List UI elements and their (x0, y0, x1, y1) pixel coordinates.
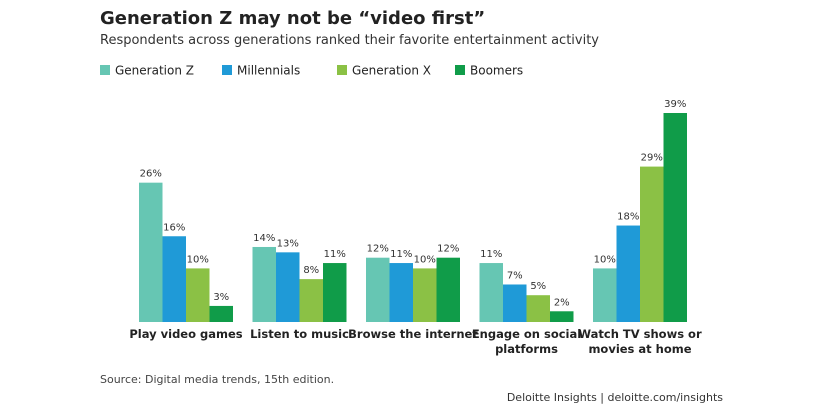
value-label: 8% (303, 265, 319, 276)
legend-swatch (337, 65, 347, 75)
x-tick-label: Play video games (129, 327, 243, 341)
value-label: 5% (530, 281, 546, 292)
bar (299, 279, 323, 322)
value-label: 13% (277, 238, 299, 249)
value-label: 10% (414, 254, 436, 265)
value-label: 26% (140, 169, 162, 180)
legend-swatch (100, 65, 110, 75)
bar (366, 257, 390, 322)
bar (616, 225, 640, 322)
legend-swatch (455, 65, 465, 75)
x-tick-label: Engage on social platforms (471, 327, 582, 356)
legend-label: Boomers (470, 64, 523, 78)
value-label: 2% (554, 297, 570, 308)
bar (209, 305, 233, 322)
bar (526, 295, 550, 322)
bar (550, 311, 574, 322)
bar (389, 263, 413, 322)
chart-subtitle: Respondents across generations ranked th… (100, 33, 600, 48)
value-label: 16% (163, 222, 185, 233)
value-label: 11% (324, 249, 346, 260)
credit: Deloitte Insights | deloitte.com/insight… (506, 391, 723, 404)
x-tick-label: Browse the internet (348, 327, 478, 341)
value-label: 7% (507, 270, 523, 281)
value-label: 10% (594, 254, 616, 265)
chart-title: Generation Z may not be “video first” (100, 8, 486, 29)
value-label: 12% (437, 244, 459, 255)
source: Source: Digital media trends, 15th editi… (100, 373, 335, 386)
value-label: 11% (390, 249, 412, 260)
bar (593, 268, 617, 322)
value-label: 10% (187, 254, 209, 265)
bar (276, 252, 300, 322)
bar (413, 268, 437, 322)
bar (503, 284, 527, 322)
legend-label: Millennials (237, 64, 300, 78)
legend-swatch (222, 65, 232, 75)
value-label: 3% (213, 292, 229, 303)
bar (323, 263, 347, 322)
x-tick-label: Listen to music (250, 327, 349, 341)
value-label: 39% (664, 99, 686, 110)
x-tick-label: Watch TV shows or movies at home (578, 327, 702, 356)
bar (139, 182, 163, 322)
bar (252, 246, 276, 322)
legend-label: Generation Z (115, 64, 194, 78)
legend-label: Generation X (352, 64, 431, 78)
bar (640, 166, 664, 322)
value-label: 12% (367, 244, 389, 255)
value-label: 14% (253, 233, 275, 244)
value-label: 18% (617, 212, 639, 223)
bar (436, 257, 460, 322)
bar (186, 268, 210, 322)
bar (479, 263, 503, 322)
bar (663, 113, 687, 322)
bar (162, 236, 186, 322)
value-label: 29% (641, 153, 663, 164)
value-label: 11% (480, 249, 502, 260)
